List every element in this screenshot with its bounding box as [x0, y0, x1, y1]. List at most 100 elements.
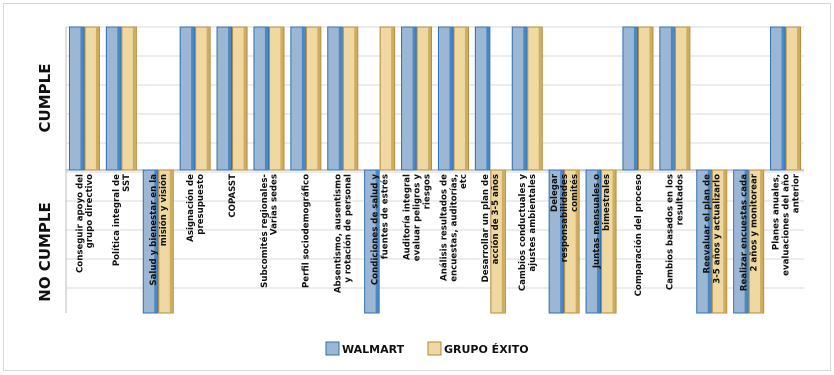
- bar-edge-accent: [575, 170, 579, 313]
- bar-grupo-xito-10: [416, 26, 433, 171]
- bar-edge-accent: [264, 27, 268, 170]
- bar-grupo-xito-9: [379, 26, 396, 171]
- bar-grupo-xito-5: [232, 26, 248, 171]
- category-label: COPASST: [228, 174, 238, 218]
- category-label: Análisis resultados deencuestas, auditor…: [439, 174, 469, 282]
- bar-walmart-16: [622, 26, 638, 171]
- bar-walmart-10: [401, 26, 417, 171]
- bar-edge-accent: [723, 170, 727, 313]
- bars: [68, 26, 802, 314]
- category-labels: Conseguir apoyo delgrupo directivo Políti…: [75, 173, 801, 296]
- bar-edge-accent: [354, 27, 358, 170]
- bar-edge-accent: [428, 27, 432, 170]
- bar-edge-accent: [486, 27, 490, 170]
- bar-edge-accent: [649, 27, 653, 170]
- category-label: Delegarresponsabilidadescomités: [550, 173, 580, 262]
- bar-edge-accent: [301, 27, 305, 170]
- category-label: Cambios conductuales yajustes ambientale…: [518, 174, 538, 292]
- bar-grupo-xito-14: [564, 169, 580, 314]
- bar-walmart-2: [105, 26, 122, 171]
- bar-walmart-12: [474, 26, 491, 171]
- category-label: Política integral deSST: [112, 174, 132, 266]
- bar-edge-accent: [338, 27, 342, 170]
- bar-edge-accent: [169, 170, 173, 313]
- bar-grupo-xito-16: [637, 26, 654, 171]
- category-label: Planes anuales,evaluaciones del añoanter…: [771, 173, 801, 276]
- bar-grupo-xito-6: [268, 26, 285, 171]
- bar-edge-accent: [449, 27, 453, 170]
- bar-edge-accent: [95, 27, 99, 170]
- bar-edge-accent: [797, 27, 801, 170]
- bar-edge-accent: [597, 170, 601, 313]
- category-label: Absentismo, ausentismoy rotación de pers…: [334, 174, 354, 293]
- bar-edge-accent: [206, 27, 210, 170]
- legend-label: WALMART: [342, 343, 405, 356]
- bar-edge-accent: [228, 27, 232, 170]
- legend: WALMART GRUPO ÉXITO: [325, 341, 529, 356]
- bar-edge-accent: [391, 27, 395, 170]
- bar-walmart-17: [659, 26, 675, 171]
- bar-edge-accent: [80, 27, 84, 170]
- bar-edge-accent: [612, 170, 616, 313]
- bar-edge-accent: [243, 27, 247, 170]
- bar-grupo-xito-19: [748, 169, 765, 314]
- bar-walmart-1: [68, 26, 85, 171]
- bar-walmart-19: [733, 169, 749, 314]
- bar-edge-accent: [523, 27, 527, 170]
- bar-edge-accent: [280, 27, 284, 170]
- category-label: Asignación depresupuesto: [185, 174, 206, 242]
- bar-edge-accent: [132, 27, 136, 170]
- bar-walmart-4: [179, 26, 196, 171]
- bar-edge-accent: [760, 170, 764, 313]
- bar-grupo-xito-4: [195, 26, 211, 171]
- bar-walmart-8: [327, 26, 343, 171]
- bar-grupo-xito-13: [527, 26, 543, 171]
- bar-grupo-xito-12: [490, 169, 506, 314]
- category-label: Salud y bienestar en lamisión y visión: [149, 174, 169, 286]
- bar-grupo-xito-11: [453, 26, 469, 171]
- bar-walmart-3: [142, 169, 159, 314]
- bar-grupo-xito-2: [121, 26, 137, 171]
- bar-edge-accent: [707, 170, 711, 313]
- bar-edge-accent: [633, 27, 637, 170]
- category-label: Cambios basados en losresultados: [666, 174, 686, 290]
- y-label-no-cumple: NO CUMPLE: [36, 202, 54, 301]
- bar-edge-accent: [464, 27, 468, 170]
- bar-grupo-xito-7: [305, 26, 322, 171]
- category-label: Conseguir apoyo delgrupo directivo: [75, 174, 95, 273]
- bar-edge-accent: [560, 170, 564, 313]
- bar-edge-accent: [117, 27, 121, 170]
- bar-grupo-xito-20: [785, 26, 802, 171]
- bar-walmart-5: [216, 26, 233, 171]
- category-label: Condiciones de salud yfuentes de estrés: [370, 174, 390, 286]
- category-label: Realizar encuestas cada2 años y monitore…: [739, 173, 759, 291]
- bar-edge-accent: [744, 170, 748, 313]
- category-label: Juntas mensuales obimestrales: [592, 174, 612, 269]
- bar-walmart-15: [585, 169, 602, 314]
- bar-walmart-13: [511, 26, 528, 171]
- bar-walmart-14: [548, 169, 565, 314]
- bar-grupo-xito-17: [674, 26, 691, 171]
- bar-walmart-20: [770, 26, 786, 171]
- bar-grupo-xito-1: [84, 26, 100, 171]
- bar-edge-accent: [191, 27, 195, 170]
- category-label: Desarrollar un plan deacción de 3-5 años: [481, 174, 501, 283]
- bar-edge-accent: [781, 27, 785, 170]
- category-label: Reevaluar el plan de3-5 años y actualiza…: [703, 174, 723, 284]
- category-label: Subcomités regionales-Varias sedes: [259, 174, 280, 288]
- category-label: Perfil sociodemográfico: [302, 174, 312, 288]
- bar-edge-accent: [501, 170, 505, 313]
- bar-edge-accent: [670, 27, 674, 170]
- bar-edge-accent: [317, 27, 321, 170]
- legend-label: GRUPO ÉXITO: [444, 343, 529, 356]
- bar-edge-accent: [538, 27, 542, 170]
- bar-edge-accent: [686, 27, 690, 170]
- category-label: Comparación del proceso: [633, 174, 644, 296]
- bar-walmart-11: [437, 26, 454, 171]
- bar-walmart-6: [253, 26, 269, 171]
- y-label-cumple: CUMPLE: [36, 64, 54, 133]
- bar-edge-accent: [375, 170, 379, 313]
- legend-swatch: [427, 341, 442, 356]
- bar-walmart-9: [364, 169, 380, 314]
